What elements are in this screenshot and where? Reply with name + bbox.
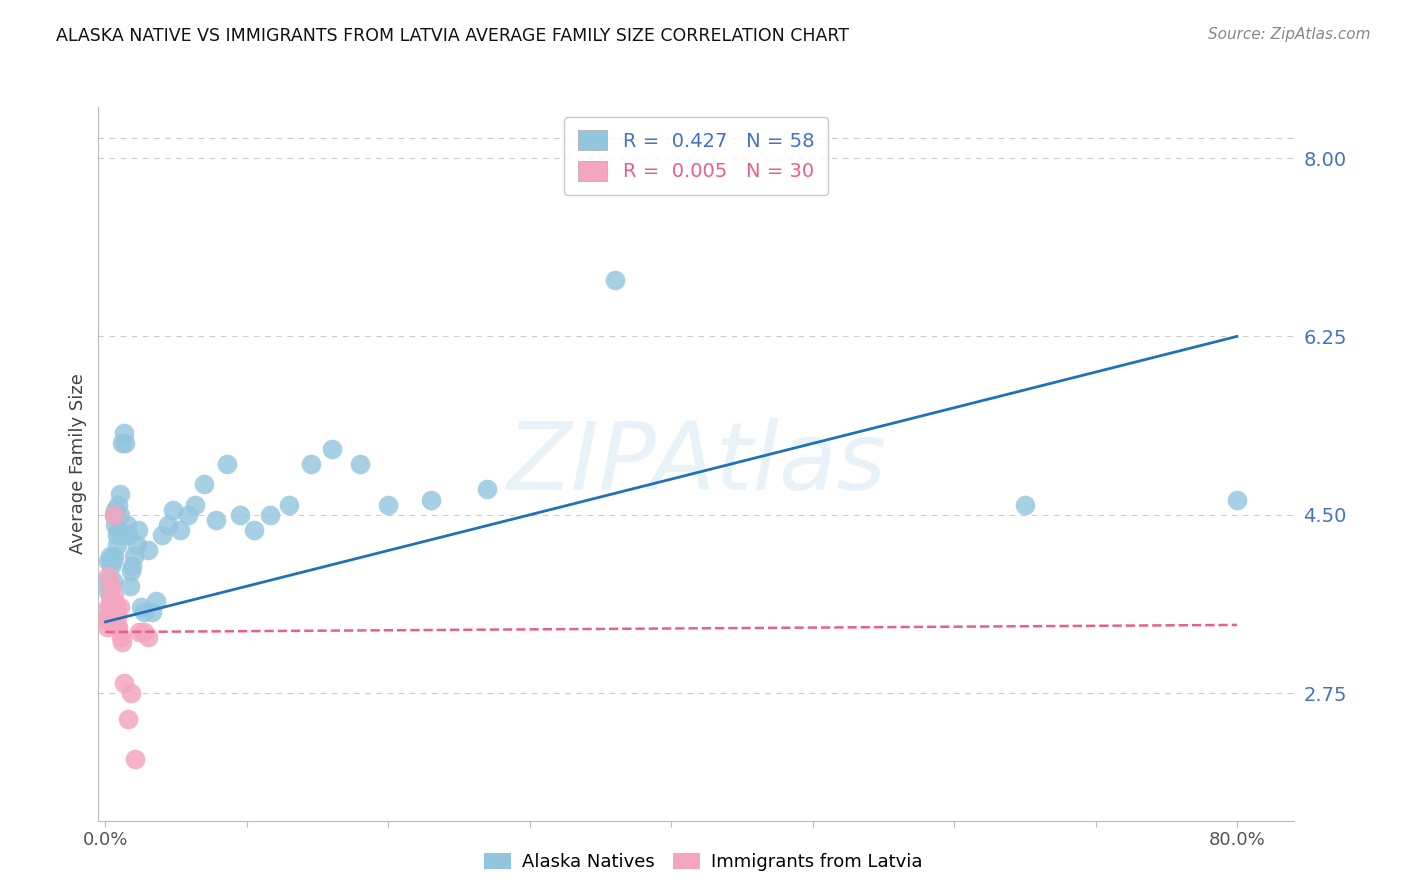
Point	[1014, 498, 1036, 512]
Text: Source: ZipAtlas.com: Source: ZipAtlas.com	[1208, 27, 1371, 42]
Point	[104, 615, 127, 629]
Point	[97, 599, 120, 614]
Point	[162, 502, 184, 516]
Point	[100, 579, 122, 593]
Point	[229, 508, 252, 522]
Point	[132, 605, 155, 619]
Point	[96, 609, 118, 624]
Point	[108, 508, 131, 522]
Y-axis label: Average Family Size: Average Family Size	[69, 374, 87, 554]
Point	[104, 502, 127, 516]
Point	[98, 549, 121, 563]
Point	[114, 436, 136, 450]
Text: ALASKA NATIVE VS IMMIGRANTS FROM LATVIA AVERAGE FAMILY SIZE CORRELATION CHART: ALASKA NATIVE VS IMMIGRANTS FROM LATVIA …	[56, 27, 849, 45]
Point	[150, 528, 173, 542]
Point	[97, 584, 120, 599]
Point	[259, 508, 281, 522]
Point	[110, 528, 132, 542]
Point	[169, 523, 191, 537]
Point	[217, 457, 239, 471]
Point	[243, 523, 266, 537]
Point	[122, 549, 145, 563]
Text: ZIPAtlas: ZIPAtlas	[506, 418, 886, 509]
Point	[120, 564, 142, 578]
Point	[111, 436, 134, 450]
Point	[97, 609, 120, 624]
Point	[349, 457, 371, 471]
Point	[105, 538, 128, 552]
Point	[105, 528, 128, 542]
Point	[104, 605, 127, 619]
Point	[193, 477, 215, 491]
Point	[120, 686, 142, 700]
Point	[101, 609, 124, 624]
Point	[117, 528, 139, 542]
Point	[321, 442, 343, 456]
Point	[299, 457, 322, 471]
Point	[128, 625, 150, 640]
Point	[103, 508, 125, 522]
Point	[107, 523, 129, 537]
Legend: R =  0.427   N = 58, R =  0.005   N = 30: R = 0.427 N = 58, R = 0.005 N = 30	[564, 117, 828, 194]
Point	[101, 594, 124, 608]
Point	[419, 492, 441, 507]
Point	[603, 273, 626, 287]
Point	[97, 569, 120, 583]
Point	[98, 599, 121, 614]
Point	[96, 574, 118, 588]
Point	[176, 508, 198, 522]
Point	[100, 599, 122, 614]
Point	[105, 609, 128, 624]
Point	[100, 579, 122, 593]
Point	[117, 712, 139, 726]
Point	[110, 630, 132, 644]
Point	[98, 615, 121, 629]
Point	[96, 620, 118, 634]
Point	[127, 523, 149, 537]
Point	[132, 625, 155, 640]
Point	[105, 599, 128, 614]
Point	[104, 518, 127, 533]
Point	[377, 498, 399, 512]
Point	[124, 752, 146, 766]
Point	[278, 498, 301, 512]
Point	[101, 574, 124, 588]
Point	[477, 483, 499, 497]
Point	[103, 508, 125, 522]
Point	[112, 426, 135, 441]
Point	[100, 558, 122, 573]
Point	[101, 554, 124, 568]
Point	[1226, 492, 1249, 507]
Point	[118, 579, 141, 593]
Point	[204, 513, 226, 527]
Legend: Alaska Natives, Immigrants from Latvia: Alaska Natives, Immigrants from Latvia	[477, 846, 929, 879]
Point	[103, 590, 125, 604]
Point	[112, 676, 135, 690]
Point	[129, 599, 152, 614]
Point	[105, 620, 128, 634]
Point	[107, 620, 129, 634]
Point	[145, 594, 167, 608]
Point	[136, 630, 159, 644]
Point	[183, 498, 205, 512]
Point	[156, 518, 179, 533]
Point	[108, 599, 131, 614]
Point	[98, 590, 121, 604]
Point	[121, 558, 143, 573]
Point	[107, 498, 129, 512]
Point	[97, 554, 120, 568]
Point	[115, 518, 138, 533]
Point	[98, 605, 121, 619]
Point	[125, 538, 148, 552]
Point	[103, 549, 125, 563]
Point	[108, 487, 131, 501]
Point	[141, 605, 163, 619]
Point	[136, 543, 159, 558]
Point	[111, 635, 134, 649]
